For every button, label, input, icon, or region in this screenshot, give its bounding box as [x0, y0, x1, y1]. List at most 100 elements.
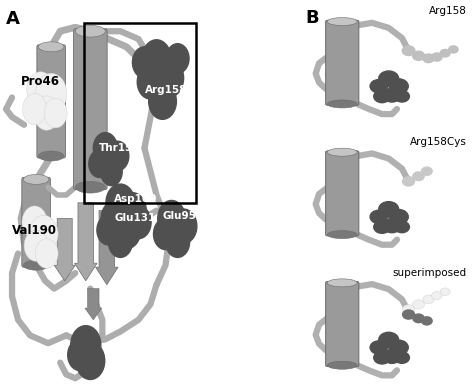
Ellipse shape — [38, 151, 64, 161]
Circle shape — [118, 193, 146, 229]
Circle shape — [71, 326, 101, 365]
Text: Glu131: Glu131 — [114, 213, 155, 223]
Ellipse shape — [327, 18, 357, 25]
Circle shape — [394, 352, 410, 363]
Ellipse shape — [23, 174, 49, 184]
Circle shape — [100, 158, 122, 186]
Ellipse shape — [75, 25, 105, 37]
Circle shape — [379, 332, 399, 347]
Ellipse shape — [75, 181, 105, 193]
Circle shape — [142, 40, 171, 77]
Circle shape — [137, 65, 164, 99]
Text: Arg158Cys: Arg158Cys — [410, 137, 466, 147]
Circle shape — [33, 96, 60, 130]
Text: Asp100: Asp100 — [114, 194, 158, 204]
FancyBboxPatch shape — [37, 45, 65, 158]
Circle shape — [423, 54, 434, 63]
Circle shape — [154, 58, 183, 98]
Text: Arg158: Arg158 — [429, 6, 466, 16]
Text: Thr154: Thr154 — [100, 143, 141, 153]
Circle shape — [106, 184, 135, 222]
Circle shape — [93, 133, 118, 164]
Circle shape — [374, 90, 390, 103]
Circle shape — [149, 83, 176, 119]
Circle shape — [413, 314, 424, 323]
Bar — [84, 23, 196, 203]
Text: Arg158: Arg158 — [145, 85, 187, 95]
Circle shape — [421, 167, 432, 175]
Circle shape — [423, 295, 434, 304]
Ellipse shape — [327, 148, 357, 156]
Circle shape — [112, 211, 141, 249]
Circle shape — [22, 206, 47, 239]
FancyArrow shape — [54, 218, 75, 281]
Circle shape — [165, 226, 190, 257]
Ellipse shape — [38, 42, 64, 52]
Text: Pro46: Pro46 — [21, 75, 60, 89]
Circle shape — [109, 226, 132, 257]
Circle shape — [370, 80, 387, 93]
Circle shape — [374, 351, 390, 364]
FancyBboxPatch shape — [326, 20, 359, 105]
Circle shape — [154, 218, 178, 250]
Circle shape — [440, 50, 450, 57]
Circle shape — [27, 72, 55, 108]
FancyArrow shape — [85, 289, 102, 320]
Circle shape — [383, 219, 401, 233]
Circle shape — [166, 44, 189, 73]
Circle shape — [394, 221, 410, 233]
Ellipse shape — [23, 260, 49, 270]
FancyBboxPatch shape — [22, 177, 50, 267]
Circle shape — [23, 94, 46, 125]
Circle shape — [132, 47, 156, 78]
Circle shape — [44, 98, 67, 128]
Circle shape — [370, 210, 387, 223]
Circle shape — [370, 341, 387, 354]
Circle shape — [383, 349, 401, 363]
Circle shape — [440, 288, 450, 296]
Circle shape — [24, 230, 48, 261]
Circle shape — [413, 172, 424, 181]
Circle shape — [431, 53, 442, 61]
Circle shape — [374, 221, 390, 233]
Ellipse shape — [327, 230, 357, 239]
Circle shape — [402, 177, 415, 186]
FancyBboxPatch shape — [326, 282, 359, 367]
Circle shape — [29, 215, 58, 253]
Circle shape — [68, 339, 92, 370]
Text: B: B — [306, 9, 319, 27]
Ellipse shape — [327, 100, 357, 108]
Circle shape — [383, 88, 401, 102]
Circle shape — [402, 305, 415, 314]
Text: superimposed: superimposed — [392, 268, 466, 278]
Circle shape — [158, 200, 185, 236]
Text: Glu95: Glu95 — [163, 211, 196, 222]
FancyArrow shape — [74, 203, 97, 281]
Circle shape — [402, 46, 415, 55]
Circle shape — [449, 46, 458, 53]
Circle shape — [421, 317, 432, 325]
FancyBboxPatch shape — [73, 29, 107, 190]
Circle shape — [89, 150, 110, 177]
Circle shape — [379, 71, 399, 86]
FancyBboxPatch shape — [326, 151, 359, 236]
Ellipse shape — [327, 361, 357, 369]
Circle shape — [394, 90, 410, 102]
Circle shape — [170, 209, 197, 243]
Circle shape — [389, 79, 408, 94]
Circle shape — [389, 209, 408, 224]
Circle shape — [379, 202, 399, 217]
FancyArrow shape — [96, 211, 118, 285]
Text: A: A — [6, 10, 20, 28]
Circle shape — [76, 342, 105, 379]
Circle shape — [35, 239, 58, 268]
Text: Val190: Val190 — [12, 223, 57, 237]
Circle shape — [126, 206, 151, 239]
Circle shape — [412, 51, 425, 60]
Circle shape — [412, 300, 425, 309]
Ellipse shape — [327, 279, 357, 287]
Circle shape — [97, 215, 120, 245]
Circle shape — [402, 310, 415, 319]
Circle shape — [389, 340, 408, 355]
Circle shape — [106, 141, 129, 171]
